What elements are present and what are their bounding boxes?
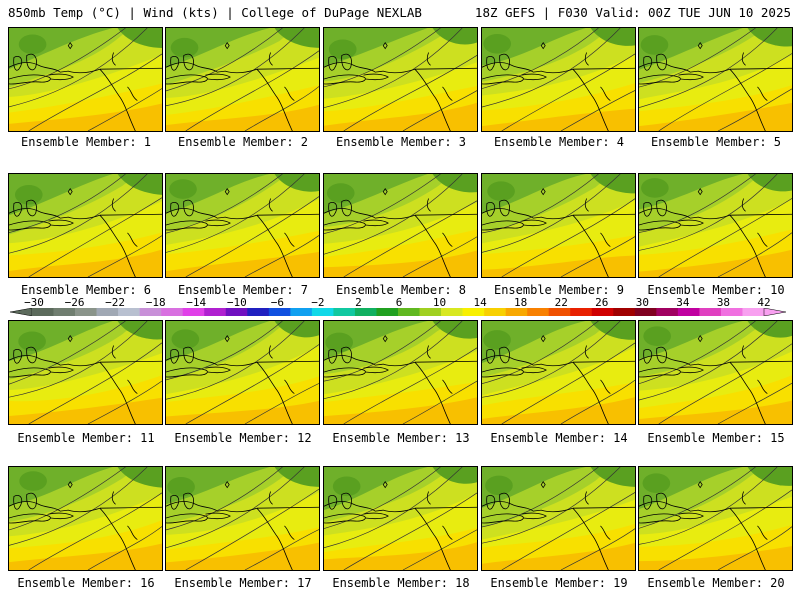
- ensemble-member-label: Ensemble Member: 15: [647, 431, 785, 445]
- colorbar-swatch: [118, 308, 140, 316]
- ensemble-member-label: Ensemble Member: 12: [174, 431, 312, 445]
- ensemble-map-panel: [323, 320, 478, 425]
- ensemble-member-label: Ensemble Member: 20: [647, 576, 785, 590]
- ensemble-member-label: Ensemble Member: 16: [17, 576, 155, 590]
- ensemble-map-panel: [481, 27, 636, 132]
- colorbar-swatch: [75, 308, 97, 316]
- colorbar-swatch: [742, 308, 765, 316]
- colorbar-swatch: [32, 308, 54, 316]
- ensemble-map-panel: [481, 320, 636, 425]
- colorbar-swatch: [376, 308, 399, 316]
- colorbar-swatch: [462, 308, 485, 316]
- map-title: 850mb Temp (°C) | Wind (kts) | College o…: [8, 5, 422, 20]
- colorbar-swatch: [441, 308, 463, 316]
- colorbar-swatch: [591, 308, 614, 316]
- ensemble-map-panel: [638, 320, 793, 425]
- colorbar-tick-label: 30: [635, 296, 649, 309]
- colorbar-swatch: [333, 308, 356, 316]
- colorbar-swatch: [548, 308, 571, 316]
- colorbar-tick-label: −10: [226, 296, 247, 309]
- ensemble-member-label: Ensemble Member: 3: [335, 135, 467, 149]
- colorbar-swatch: [634, 308, 657, 316]
- colorbar-swatch: [484, 308, 506, 316]
- colorbar-swatch: [268, 308, 291, 316]
- ensemble-member-label: Ensemble Member: 19: [490, 576, 628, 590]
- colorbar-tick-label: 18: [514, 296, 528, 309]
- colorbar-tick-label: 22: [554, 296, 568, 309]
- ensemble-map-panel: [8, 320, 163, 425]
- colorbar-swatch: [96, 308, 119, 316]
- ensemble-map-panel: [481, 173, 636, 278]
- ensemble-member-label: Ensemble Member: 7: [177, 283, 309, 297]
- colorbar-swatch: [311, 308, 334, 316]
- colorbar-swatch: [570, 308, 593, 316]
- ensemble-map-panel: [165, 320, 320, 425]
- ensemble-map-panel: [165, 173, 320, 278]
- ensemble-member-label: Ensemble Member: 6: [20, 283, 152, 297]
- colorbar-tick-label: −14: [186, 296, 207, 309]
- colorbar-tick-label: −18: [145, 296, 166, 309]
- ensemble-map-panel: [165, 27, 320, 132]
- colorbar-tick-label: 38: [716, 296, 731, 309]
- ensemble-map-panel: [323, 466, 478, 571]
- colorbar-tick-label: 14: [473, 296, 487, 309]
- colorbar-max-arrow: [763, 308, 786, 316]
- colorbar-swatch: [613, 308, 636, 316]
- ensemble-map-panel: [638, 173, 793, 278]
- ensemble-member-label: Ensemble Member: 11: [17, 431, 155, 445]
- colorbar-tick-label: −26: [64, 296, 85, 309]
- ensemble-member-label: Ensemble Member: 13: [332, 431, 470, 445]
- ensemble-map-panel: [323, 173, 478, 278]
- ensemble-map-panel: [481, 466, 636, 571]
- ensemble-member-label: Ensemble Member: 17: [174, 576, 312, 590]
- colorbar-tick-label: −6: [270, 296, 284, 309]
- colorbar-swatch: [656, 308, 679, 316]
- run-valid-time: 18Z GEFS | F030 Valid: 00Z TUE JUN 10 20…: [474, 5, 791, 20]
- ensemble-member-label: Ensemble Member: 4: [493, 135, 625, 149]
- temperature-colorbar: [10, 308, 786, 316]
- colorbar-min-arrow: [10, 308, 33, 316]
- colorbar-swatch: [204, 308, 227, 316]
- ensemble-map-panel: [165, 466, 320, 571]
- colorbar-swatch: [699, 308, 722, 316]
- colorbar-swatch: [225, 308, 248, 316]
- ensemble-map-panel: [8, 173, 163, 278]
- ensemble-map-panel: [8, 27, 163, 132]
- colorbar-swatch: [720, 308, 743, 316]
- colorbar-swatch: [398, 308, 420, 316]
- colorbar-swatch: [139, 308, 162, 316]
- colorbar-swatch: [505, 308, 528, 316]
- colorbar-swatch: [247, 308, 270, 316]
- ensemble-member-label: Ensemble Member: 2: [177, 135, 309, 149]
- ensemble-map-panel: [323, 27, 478, 132]
- ensemble-member-label: Ensemble Member: 9: [493, 283, 625, 297]
- colorbar-swatch: [161, 308, 184, 316]
- colorbar-swatch: [419, 308, 442, 316]
- colorbar-tick-label: 42: [757, 296, 771, 309]
- ensemble-member-label: Ensemble Member: 10: [647, 283, 785, 297]
- colorbar-swatch: [290, 308, 313, 316]
- colorbar-tick-label: 26: [595, 296, 609, 309]
- ensemble-map-panel: [8, 466, 163, 571]
- colorbar-swatch: [677, 308, 700, 316]
- ensemble-map-panel: [638, 27, 793, 132]
- colorbar-tick-label: −30: [24, 296, 44, 309]
- colorbar-tick-label: 10: [432, 296, 447, 309]
- colorbar-swatch: [182, 308, 205, 316]
- colorbar-tick-label: 6: [395, 296, 403, 309]
- colorbar-swatch: [354, 308, 377, 316]
- ensemble-member-label: Ensemble Member: 1: [20, 135, 152, 149]
- colorbar-tick-label: −2: [311, 296, 325, 309]
- colorbar-swatch: [527, 308, 550, 316]
- ensemble-member-label: Ensemble Member: 18: [332, 576, 470, 590]
- ensemble-member-label: Ensemble Member: 14: [490, 431, 628, 445]
- colorbar-tick-label: 2: [355, 296, 362, 309]
- colorbar-tick-label: −22: [105, 296, 126, 309]
- ensemble-member-label: Ensemble Member: 8: [335, 283, 467, 297]
- ensemble-member-label: Ensemble Member: 5: [650, 135, 782, 149]
- ensemble-map-panel: [638, 466, 793, 571]
- colorbar-swatch: [53, 308, 76, 316]
- colorbar-tick-label: 34: [676, 296, 690, 309]
